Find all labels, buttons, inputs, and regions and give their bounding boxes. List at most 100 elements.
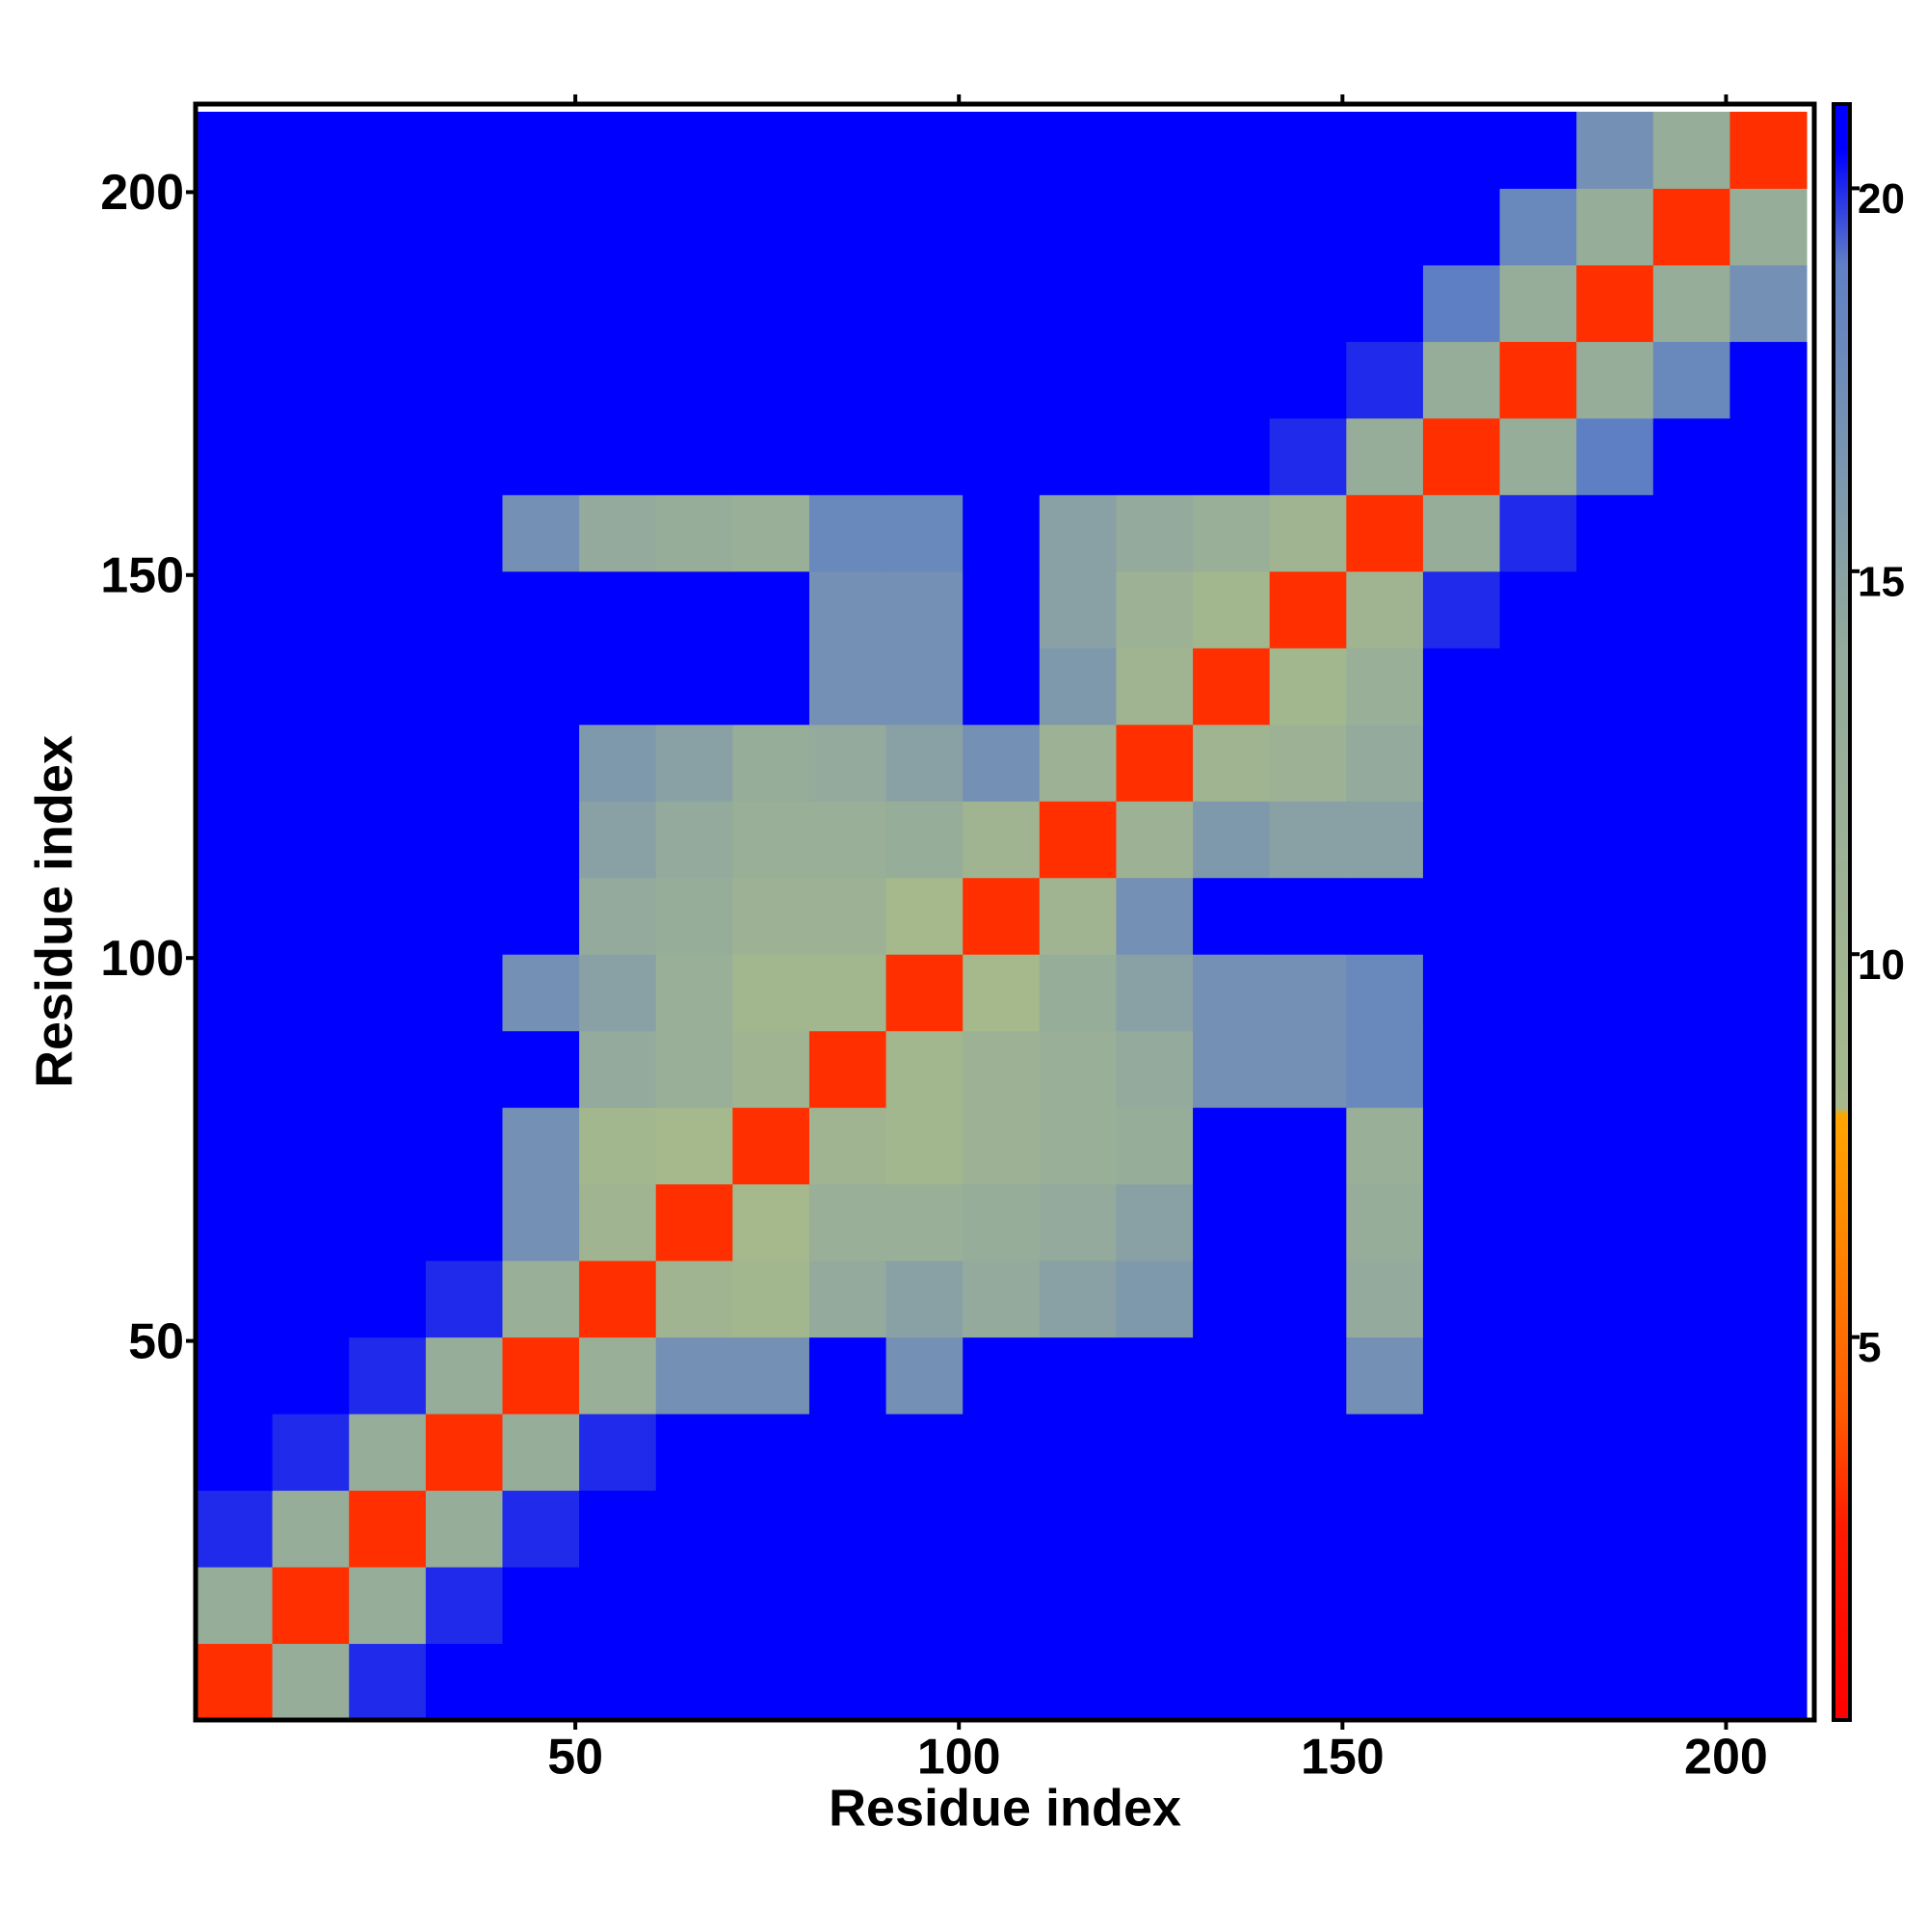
heatmap-cell — [1346, 264, 1424, 342]
heatmap-cell — [1422, 1337, 1501, 1415]
heatmap-cell — [502, 264, 580, 342]
heatmap-cell — [1576, 1567, 1654, 1645]
heatmap-cell — [808, 724, 887, 802]
heatmap-cell — [1193, 801, 1271, 879]
heatmap-cell — [655, 801, 733, 879]
heatmap-cell — [196, 188, 274, 266]
heatmap-cell — [502, 1567, 580, 1645]
heatmap-cell — [1346, 1567, 1424, 1645]
heatmap-cell — [963, 1490, 1041, 1568]
heatmap-cell — [655, 877, 733, 955]
heatmap-cell — [885, 1260, 964, 1338]
heatmap-cell — [732, 494, 810, 572]
heatmap-cell — [963, 341, 1041, 419]
heatmap-cell — [655, 724, 733, 802]
heatmap-cell — [1576, 1643, 1654, 1721]
heatmap-cell — [502, 877, 580, 955]
heatmap-cell — [502, 1260, 580, 1338]
heatmap-cell — [425, 264, 503, 342]
heatmap-cell — [1729, 1337, 1808, 1415]
heatmap-cell — [1422, 1567, 1501, 1645]
heatmap-cell — [272, 1567, 350, 1645]
heatmap-cell — [1729, 111, 1808, 189]
heatmap-cell — [1116, 1030, 1194, 1108]
heatmap-cell — [425, 1107, 503, 1185]
heatmap-cell — [1652, 111, 1730, 189]
heatmap-cell — [885, 1490, 964, 1568]
heatmap-cell — [1729, 1183, 1808, 1261]
heatmap-cell — [1116, 1567, 1194, 1645]
heatmap-cell — [1499, 1030, 1577, 1108]
heatmap-cell — [349, 264, 427, 342]
heatmap-cell — [1576, 954, 1654, 1032]
heatmap-cell — [885, 417, 964, 495]
heatmap-cell — [425, 1414, 503, 1492]
heatmap-cell — [1116, 570, 1194, 648]
heatmap-cell — [963, 1030, 1041, 1108]
heatmap-cell — [655, 111, 733, 189]
heatmap-cell — [655, 1337, 733, 1415]
heatmap-cell — [1193, 341, 1271, 419]
heatmap-cell — [349, 954, 427, 1032]
heatmap-cell — [1346, 111, 1424, 189]
heatmap-cell — [1269, 341, 1347, 419]
heatmap-cell — [1576, 1337, 1654, 1415]
heatmap-cell — [1652, 1183, 1730, 1261]
heatmap-cell — [196, 1490, 274, 1568]
heatmap-cell — [808, 341, 887, 419]
heatmap-cell — [349, 417, 427, 495]
heatmap-cell — [272, 264, 350, 342]
heatmap-cell — [1116, 1490, 1194, 1568]
x-tick-label: 100 — [917, 1730, 1001, 1786]
heatmap-cell — [1576, 1260, 1654, 1338]
heatmap-cell — [655, 1030, 733, 1108]
heatmap-cell — [1039, 1414, 1117, 1492]
heatmap-cell — [502, 570, 580, 648]
heatmap-cell — [502, 1643, 580, 1721]
heatmap-cell — [808, 1030, 887, 1108]
heatmap-cell — [655, 417, 733, 495]
heatmap-cell — [1576, 1414, 1654, 1492]
heatmap-cell — [1269, 570, 1347, 648]
heatmap-cell — [1116, 877, 1194, 955]
heatmap-cell — [808, 188, 887, 266]
heatmap-cell — [655, 1414, 733, 1492]
heatmap-cell — [1422, 877, 1501, 955]
heatmap-cell — [1039, 570, 1117, 648]
heatmap-cell — [1193, 1490, 1271, 1568]
heatmap-cell — [1499, 1490, 1577, 1568]
heatmap-cell — [1346, 417, 1424, 495]
heatmap-cell — [1193, 1337, 1271, 1415]
heatmap-cell — [1039, 1643, 1117, 1721]
heatmap-cell — [885, 648, 964, 726]
heatmap-cell — [196, 1643, 274, 1721]
heatmap-cell — [272, 648, 350, 726]
heatmap-cell — [1422, 570, 1501, 648]
heatmap-cell — [425, 1260, 503, 1338]
heatmap-cell — [1422, 111, 1501, 189]
heatmap-cell — [1499, 724, 1577, 802]
heatmap-cell — [272, 570, 350, 648]
heatmap-cell — [502, 801, 580, 879]
heatmap-cell — [196, 1414, 274, 1492]
heatmap-cells — [196, 111, 1808, 1721]
heatmap-cell — [885, 1030, 964, 1108]
heatmap-cell — [732, 1643, 810, 1721]
heatmap-cell — [732, 877, 810, 955]
heatmap-cell — [1116, 417, 1194, 495]
heatmap-cell — [272, 1337, 350, 1415]
heatmap-cell — [502, 494, 580, 572]
heatmap-cell — [963, 417, 1041, 495]
heatmap-cell — [1346, 877, 1424, 955]
heatmap-cell — [1269, 724, 1347, 802]
heatmap-cell — [1193, 1260, 1271, 1338]
heatmap-cell — [425, 954, 503, 1032]
heatmap-cell — [196, 954, 274, 1032]
heatmap-cell — [1652, 264, 1730, 342]
heatmap-cell — [1346, 494, 1424, 572]
heatmap-cell — [1729, 954, 1808, 1032]
heatmap-cell — [808, 1183, 887, 1261]
heatmap-cell — [1576, 494, 1654, 572]
heatmap-cell — [272, 494, 350, 572]
